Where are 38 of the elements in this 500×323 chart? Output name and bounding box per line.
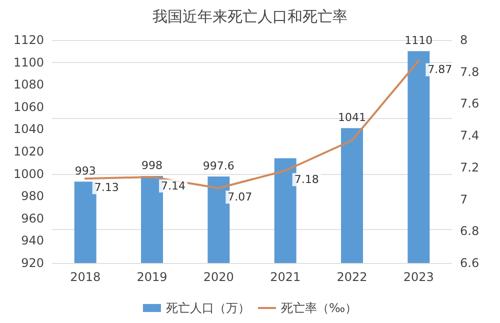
y-tick-label: 1060 [13,100,44,114]
data-label: 7.87 [428,63,452,76]
y2-tick-label: 7.4 [460,128,480,143]
data-label: 993 [74,164,96,178]
chart-title: 我国近年来死亡人口和死亡率 [152,8,348,26]
y-tick-label: 1000 [13,166,44,181]
x-tick-label: 2018 [70,270,101,284]
y-tick-label: 1120 [13,33,44,47]
data-label: 1041 [338,111,366,124]
y-tick-label: 940 [21,234,44,248]
x-tick-label: 2023 [403,270,434,284]
y-tick-label: 960 [21,211,44,226]
y2-tick-label: 6.6 [460,256,480,270]
y-tick-label: 1080 [13,78,44,92]
data-label: 997.6 [202,159,234,172]
y-tick-label: 920 [21,256,44,270]
data-label: 7.13 [94,181,119,194]
y2-tick-label: 8 [460,33,468,47]
y2-tick-label: 7.2 [460,160,480,174]
y2-tick-label: 7 [460,192,468,206]
legend-label: 死亡率（‰） [280,301,358,315]
x-tick-label: 2019 [136,270,168,284]
y-tick-label: 980 [21,189,44,204]
legend-label: 死亡人口（万） [166,301,250,315]
data-label: 7.18 [294,173,319,186]
y2-tick-label: 7.8 [460,64,480,79]
x-tick-label: 2022 [336,270,368,284]
y2-tick-label: 7.6 [460,96,480,111]
y-tick-label: 1020 [13,144,44,158]
x-tick-label: 2020 [203,270,234,284]
data-label: 1110 [404,34,433,48]
y-tick-label: 1040 [13,122,44,136]
x-tick-label: 2021 [270,270,301,284]
y2-tick-label: 6.8 [460,224,480,238]
data-label: 7.07 [228,190,252,204]
data-label: 998 [142,159,162,172]
y-tick-label: 1100 [13,55,44,70]
data-label: 7.14 [161,179,186,192]
